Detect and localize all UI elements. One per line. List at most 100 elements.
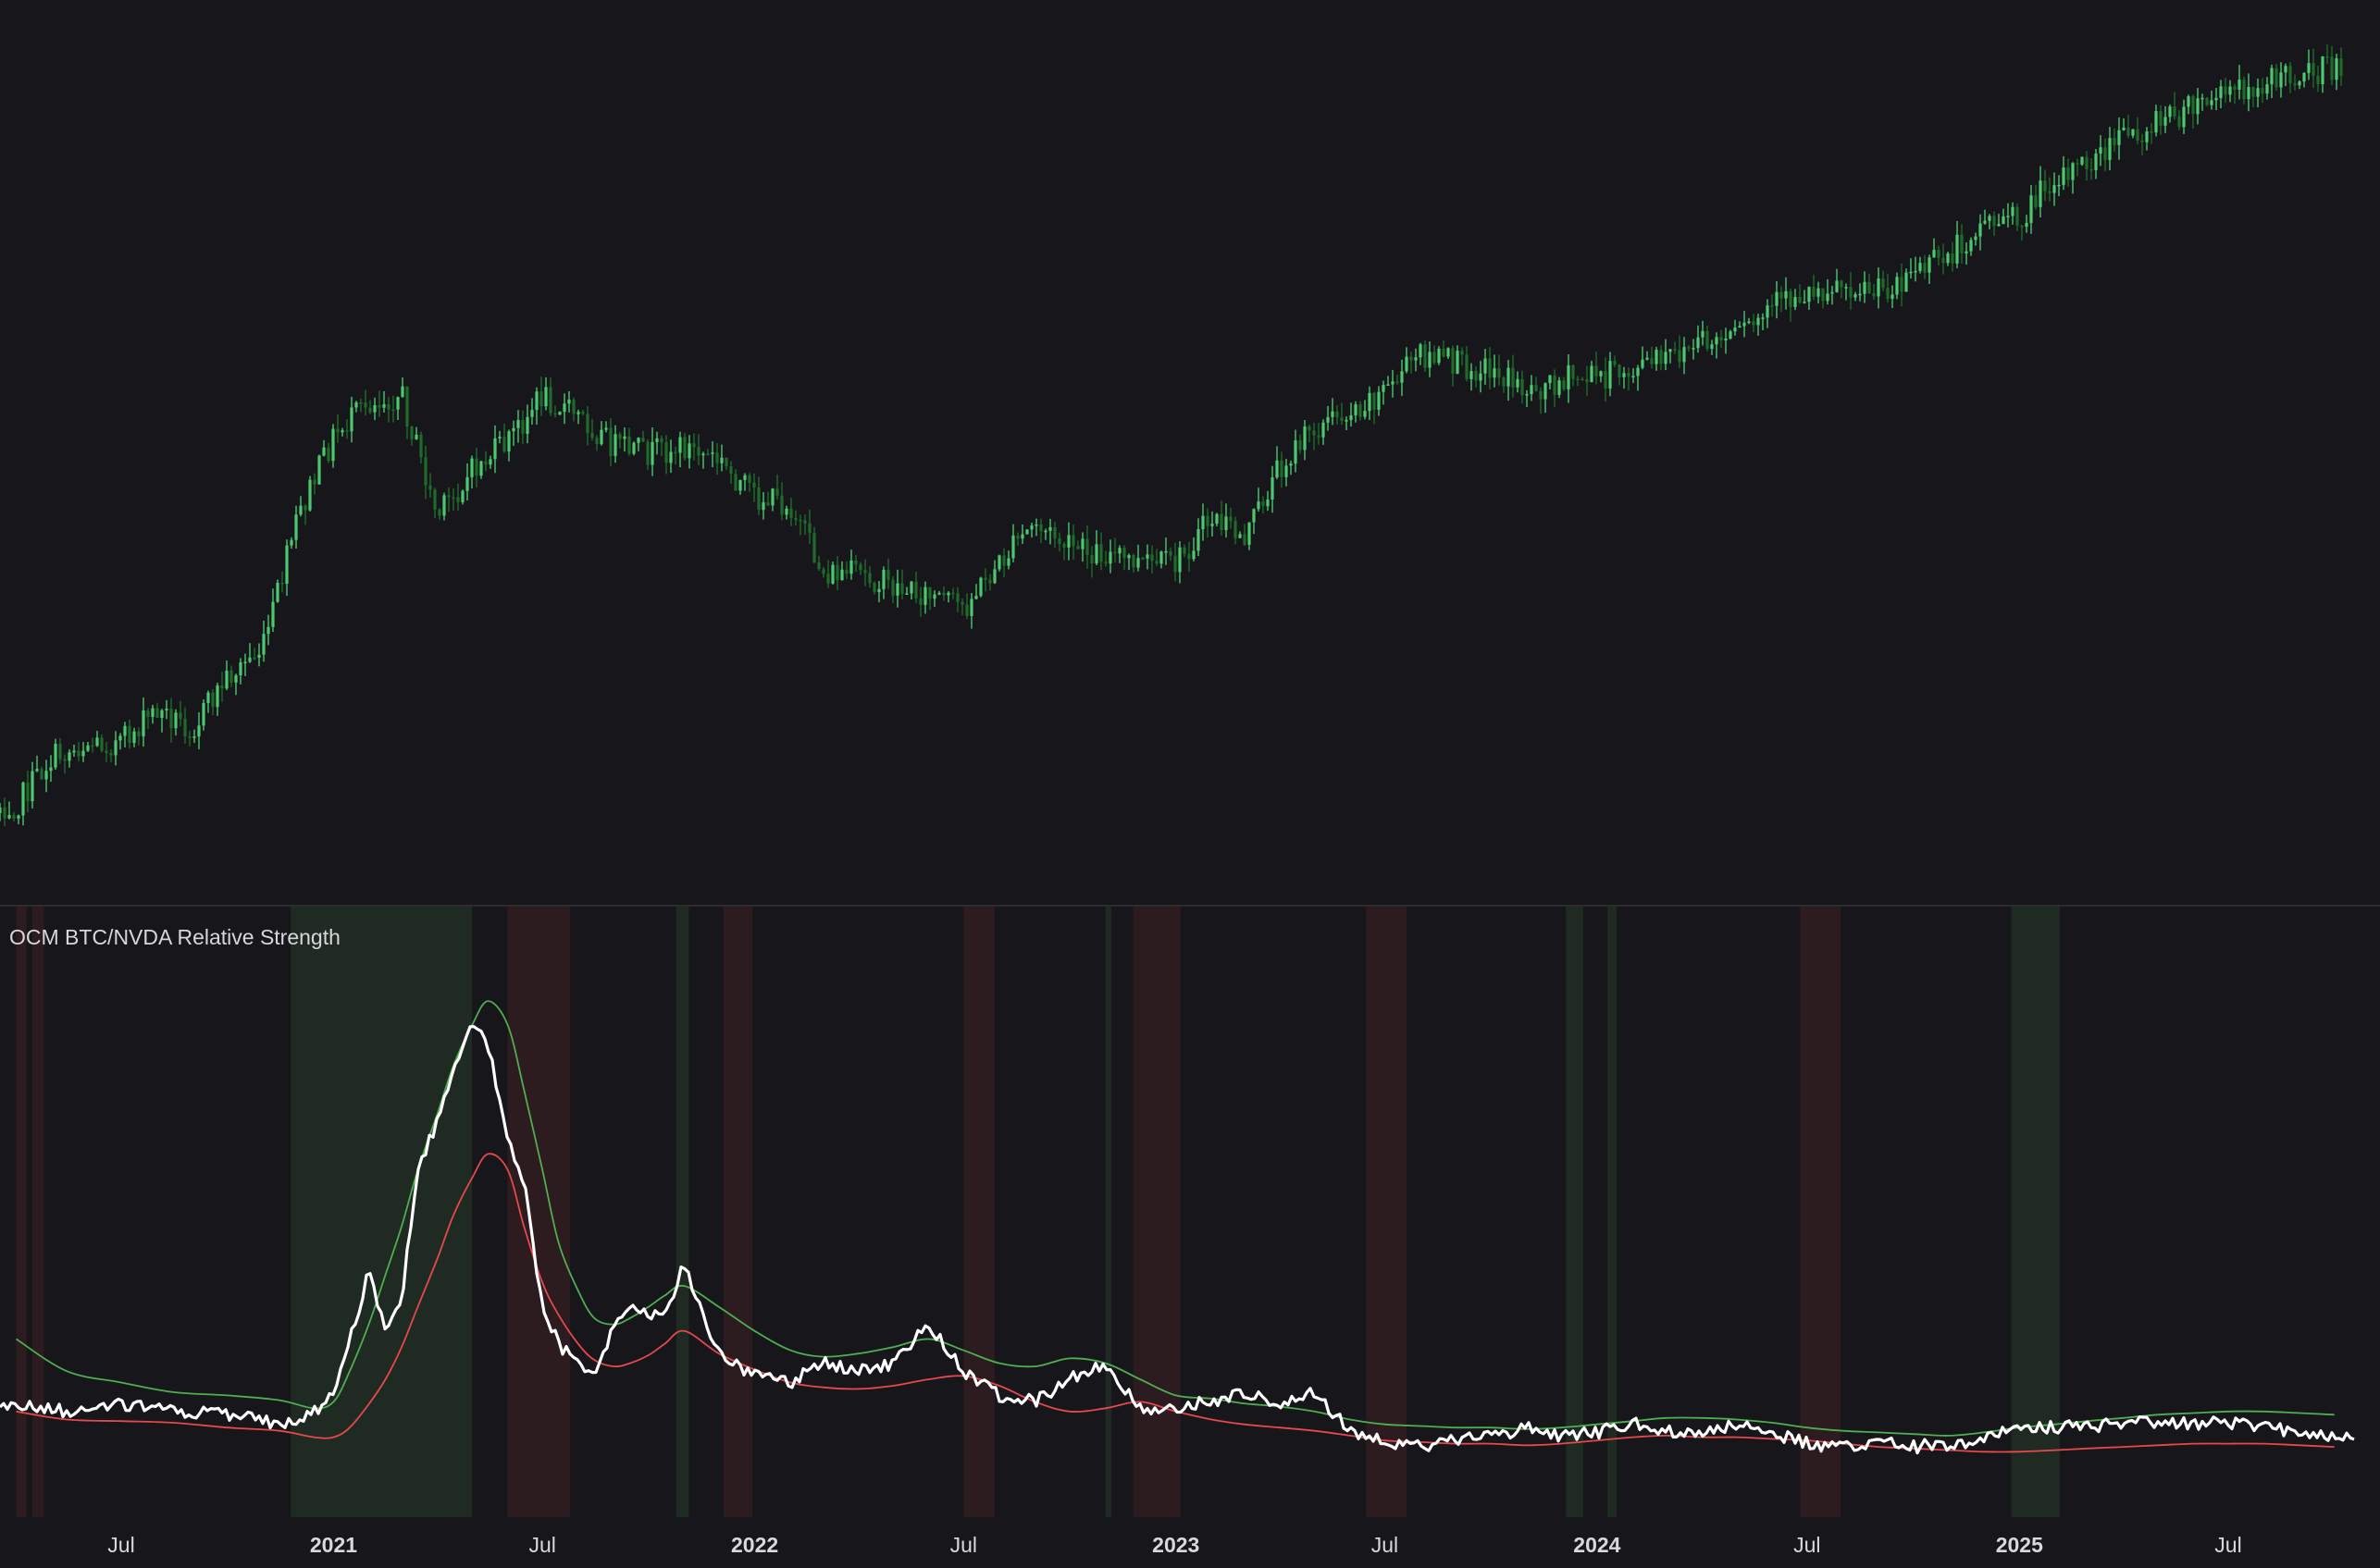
price-candle-body	[1386, 384, 1390, 387]
bearish-zone-12	[1800, 907, 1841, 1517]
bearish-zone-0	[16, 907, 27, 1517]
price-candle-body	[725, 457, 728, 467]
price-candle-body	[155, 708, 159, 718]
price-candle-body	[2196, 98, 2200, 115]
price-candle-body	[1988, 216, 1991, 221]
price-candle-body	[1058, 538, 1061, 545]
price-candle-body	[974, 596, 978, 599]
indicator-pane[interactable]	[0, 1000, 2355, 1455]
price-candle-body	[1456, 351, 1459, 374]
time-axis-label: 2022	[731, 1533, 778, 1557]
price-candle-body	[1308, 426, 1311, 431]
price-pane[interactable]	[0, 43, 2343, 827]
price-candle-body	[553, 413, 557, 415]
price-candle-body	[1636, 367, 1640, 377]
time-axis-label: Jul	[1793, 1533, 1820, 1557]
price-candle-body	[1701, 330, 1704, 338]
price-candle-body	[2006, 216, 2010, 217]
price-candle-body	[1155, 561, 1159, 564]
price-candle-body	[211, 692, 215, 708]
price-candle-body	[2131, 129, 2135, 136]
price-candle-body	[95, 737, 99, 747]
price-candle-body	[530, 410, 534, 417]
price-candle-body	[197, 725, 201, 737]
price-candle-body	[68, 752, 71, 761]
price-candle-body	[308, 479, 312, 511]
price-candle-body	[516, 420, 520, 428]
price-candle-body	[923, 586, 927, 605]
price-candle-body	[840, 569, 844, 581]
price-candle-body	[2339, 58, 2343, 76]
price-candle-body	[572, 400, 576, 414]
price-candle-body	[896, 583, 899, 596]
price-candle-body	[123, 725, 127, 736]
price-candle-body	[1812, 287, 1816, 297]
bullish-zone-7	[1105, 907, 1111, 1517]
price-candle-body	[1992, 216, 1996, 227]
price-candle-body	[26, 782, 30, 802]
time-axis-label: 2023	[1152, 1533, 1199, 1557]
price-candle-body	[498, 437, 502, 438]
price-candle-body	[1673, 349, 1677, 351]
price-candle-body	[1895, 277, 1899, 295]
price-candle-body	[1460, 351, 1464, 355]
time-axis[interactable]: Jul 2021 Jul 2022 Jul 2023 Jul 2024 Jul 2025 Jul	[107, 1533, 2241, 1557]
price-candle-body	[1275, 460, 1279, 478]
price-candle-body	[1372, 392, 1376, 410]
price-candle-body	[1678, 350, 1681, 363]
price-candle-body	[405, 386, 409, 427]
price-candle-body	[1298, 440, 1302, 451]
price-candle-body	[512, 427, 515, 432]
price-candle-body	[1067, 535, 1071, 548]
price-candle-body	[965, 604, 969, 616]
price-candle-body	[1488, 358, 1492, 378]
price-candle-body	[1122, 548, 1126, 559]
price-candle-body	[31, 771, 34, 802]
price-candle-body	[993, 569, 997, 584]
price-candle-body	[1613, 361, 1617, 365]
price-candle-body	[715, 452, 719, 463]
price-candle-body	[863, 570, 867, 574]
price-candle-body	[627, 436, 631, 454]
price-candle-body	[1738, 326, 1742, 328]
price-candle-body	[1816, 288, 1820, 297]
price-candle-body	[146, 710, 150, 717]
price-candle-body	[2099, 147, 2102, 154]
price-candle-body	[1756, 317, 1760, 326]
price-candle-body	[1271, 477, 1274, 500]
price-candle-body	[313, 479, 316, 485]
price-candle-body	[447, 495, 451, 498]
indicator-title[interactable]: OCM BTC/NVDA Relative Strength	[9, 925, 341, 949]
price-candle-body	[109, 753, 113, 756]
price-candle-body	[891, 579, 895, 596]
price-candle-body	[2011, 206, 2014, 216]
price-candle-body	[225, 670, 229, 689]
price-candle-body	[2089, 168, 2093, 171]
price-candle-body	[2325, 56, 2329, 58]
price-candle-body	[882, 570, 886, 589]
price-candle-body	[868, 573, 872, 584]
price-candle-body	[2261, 88, 2264, 94]
price-candle-body	[632, 442, 636, 454]
price-candle-body	[1890, 294, 1894, 300]
price-candle-body	[160, 710, 164, 718]
price-candle-body	[826, 574, 830, 584]
price-candle-body	[1867, 281, 1871, 294]
price-candle-body	[373, 405, 377, 413]
price-candle-body	[1011, 535, 1015, 559]
price-candle-body	[2150, 131, 2153, 133]
price-candle-body	[229, 670, 233, 683]
price-candle-body	[1465, 354, 1469, 379]
price-candle-body	[2307, 63, 2311, 73]
price-candle-body	[192, 736, 196, 738]
price-candle-body	[58, 744, 62, 759]
price-candle-body	[1474, 371, 1478, 381]
price-candle-body	[1687, 347, 1691, 349]
price-candle-body	[21, 782, 25, 816]
price-candle-body	[220, 685, 224, 689]
price-candle-body	[1391, 381, 1395, 385]
price-candle-body	[595, 438, 599, 445]
price-candle-body	[1409, 356, 1413, 361]
price-candle-body	[614, 434, 617, 456]
